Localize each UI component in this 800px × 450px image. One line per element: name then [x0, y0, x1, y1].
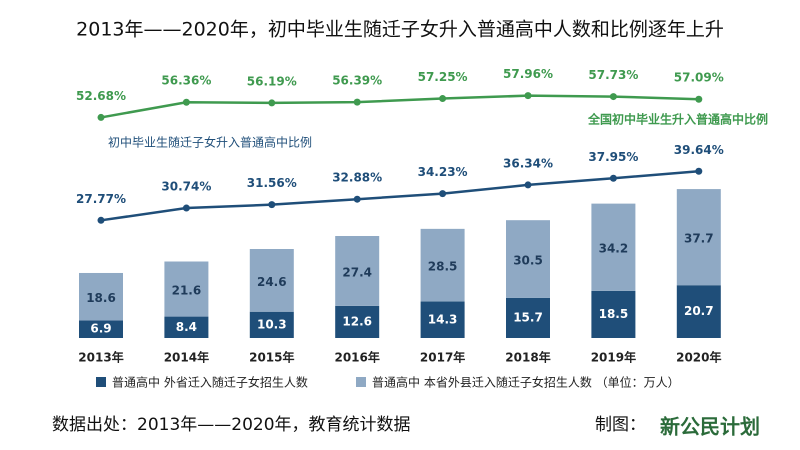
bar-segment	[591, 203, 636, 291]
bar-label: 28.5	[428, 260, 458, 274]
legend-label: 普通高中 本省外县迁入随迁子女招生人数 （单位：万人）	[372, 375, 680, 390]
line-point	[524, 181, 532, 189]
line-point	[353, 98, 361, 106]
bar-segment	[164, 316, 209, 338]
bar-segment	[676, 189, 721, 286]
bar-label: 27.4	[342, 265, 372, 279]
data-label: 56.19%	[247, 74, 297, 88]
line-point	[609, 174, 617, 182]
bar-segment	[420, 301, 465, 338]
bar-segment	[506, 297, 550, 338]
line-point	[524, 92, 532, 100]
line-point	[439, 190, 447, 198]
data-label: 52.68%	[76, 89, 126, 103]
x-tick-label: 2017年	[420, 350, 465, 365]
line-name: 初中毕业生随迁子女升入普通高中比例	[108, 135, 312, 150]
line-point	[182, 98, 190, 106]
credit: 制图：	[595, 415, 646, 435]
line-point	[97, 113, 105, 121]
bar-label: 14.3	[428, 312, 458, 326]
x-tick-label: 2013年	[78, 350, 123, 365]
bar-segment	[249, 249, 294, 312]
bar-label: 6.9	[90, 322, 111, 336]
bar-label: 10.3	[257, 317, 287, 331]
data-label: 31.56%	[247, 176, 297, 190]
line-point	[353, 195, 361, 203]
data-label: 56.36%	[161, 74, 211, 88]
logo: 新公民计划	[660, 415, 760, 439]
line-point	[182, 204, 190, 212]
chart-title: 2013年——2020年，初中毕业生随迁子女升入普通高中人数和比例逐年上升	[76, 19, 724, 41]
bar-label: 30.5	[513, 254, 543, 268]
line-point	[439, 95, 447, 103]
bar-segment	[676, 285, 721, 338]
data-label: 57.73%	[588, 68, 638, 82]
bar-label: 8.4	[176, 320, 197, 334]
line-name: 全国初中毕业生升入普通高中比例	[587, 112, 768, 127]
bar-label: 37.7	[684, 232, 714, 246]
data-label: 27.77%	[76, 192, 126, 206]
x-tick-label: 2018年	[505, 350, 550, 365]
bar-label: 20.7	[684, 304, 714, 318]
line-point	[695, 95, 703, 103]
line-point	[695, 167, 703, 175]
line-point	[268, 99, 276, 107]
line-point	[609, 93, 617, 101]
data-label: 56.39%	[332, 74, 382, 88]
data-label: 30.74%	[161, 180, 211, 194]
line	[100, 170, 699, 222]
bar-label: 34.2	[599, 242, 629, 256]
bar-segment	[249, 311, 294, 338]
bar-segment	[335, 236, 380, 306]
bar-segment	[591, 290, 636, 338]
data-label: 57.09%	[674, 71, 724, 85]
data-label: 37.95%	[588, 150, 638, 164]
bar-segment	[79, 272, 123, 321]
bar-label: 21.6	[172, 284, 202, 298]
data-label: 32.88%	[332, 171, 382, 185]
legend-swatch	[356, 377, 366, 387]
bar-label: 18.6	[86, 291, 116, 305]
bar-segment	[506, 220, 550, 298]
data-label: 36.34%	[503, 156, 553, 170]
bar-segment	[420, 228, 465, 302]
bar-segment	[335, 305, 380, 338]
x-tick-label: 2014年	[164, 350, 209, 365]
x-tick-label: 2019年	[591, 350, 636, 365]
legend-swatch	[96, 377, 106, 387]
x-tick-label: 2020年	[676, 350, 721, 365]
line	[100, 94, 699, 119]
legend-label: 普通高中 外省迁入随迁子女招生人数	[112, 375, 308, 390]
bar-label: 24.6	[257, 275, 287, 289]
data-label: 57.96%	[503, 67, 553, 81]
x-tick-label: 2016年	[334, 350, 379, 365]
bar-segment	[164, 261, 209, 317]
data-label: 34.23%	[418, 165, 468, 179]
x-tick-label: 2015年	[249, 350, 294, 365]
source-note: 数据出处：2013年——2020年，教育统计数据	[52, 415, 411, 435]
line-point	[97, 216, 105, 224]
data-label: 39.64%	[674, 143, 724, 157]
line-point	[268, 201, 276, 209]
bar-label: 18.5	[599, 307, 629, 321]
bar-segment	[79, 320, 123, 338]
data-label: 57.25%	[418, 70, 468, 84]
bar-label: 15.7	[513, 310, 543, 324]
bar-label: 12.6	[342, 314, 372, 328]
